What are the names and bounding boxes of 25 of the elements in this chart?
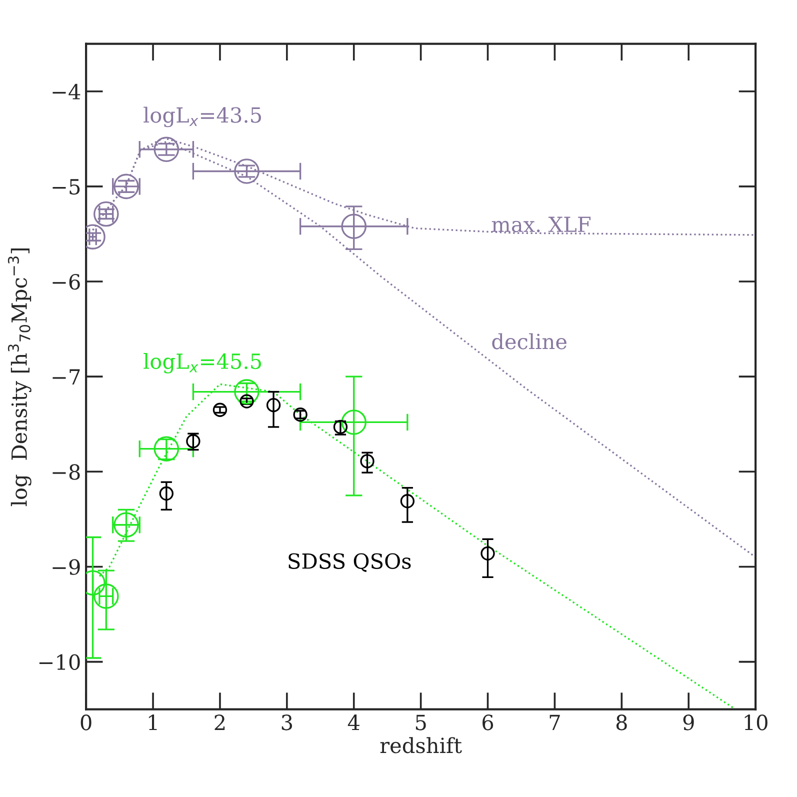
x-tick-label: 10 — [744, 714, 768, 730]
y-tick-label: −4 — [52, 84, 80, 100]
x-axis-title: redshift — [380, 737, 462, 754]
annotation: SDSS QSOs — [288, 553, 411, 572]
x-tick-label: 9 — [683, 714, 694, 730]
x-tick-label: 7 — [550, 714, 560, 730]
annotation: max. XLF — [492, 216, 591, 232]
x-tick-label: 5 — [416, 714, 426, 730]
x-tick-label: 2 — [214, 714, 225, 730]
y-axis-title: log Density [h$^{3}$$_{70}$Mpc$^{−3}$] — [8, 248, 32, 506]
annotation: logL$_{x}$=43.5 — [144, 106, 261, 128]
x-tick-label: 1 — [148, 714, 157, 730]
x-tick-label: 3 — [282, 714, 292, 730]
annotation: logL$_{x}$=45.5 — [144, 352, 261, 374]
y-tick-label: −9 — [52, 559, 80, 575]
y-tick-label: −10 — [39, 654, 80, 670]
y-tick-label: −6 — [52, 274, 80, 290]
x-tick-label: 4 — [348, 714, 360, 730]
x-tick-label: 6 — [482, 714, 494, 730]
x-tick-label: 8 — [616, 714, 627, 730]
y-tick-label: −8 — [52, 464, 80, 480]
annotation: decline — [492, 333, 566, 350]
y-tick-label: −7 — [52, 369, 80, 384]
y-tick-label: −5 — [52, 179, 80, 195]
x-tick-label: 0 — [80, 714, 92, 730]
